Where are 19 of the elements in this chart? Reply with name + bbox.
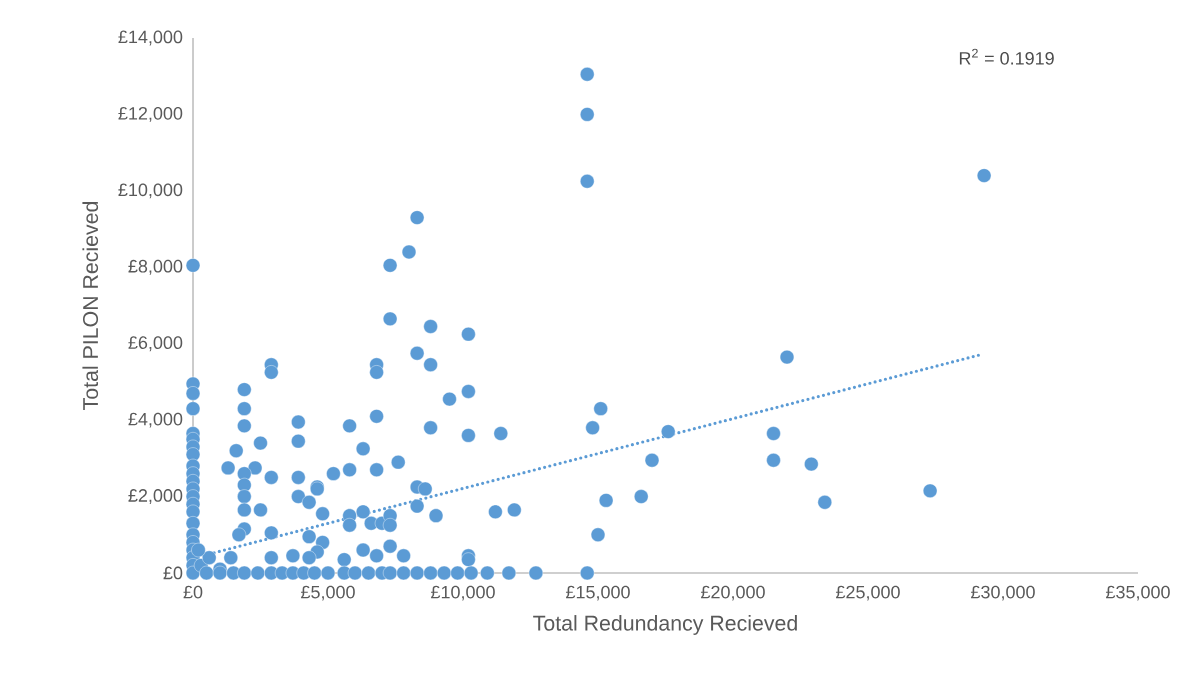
x-tick-label: £0	[183, 585, 203, 599]
y-tick-label: £0	[163, 566, 183, 580]
x-tick-label: £10,000	[430, 585, 495, 601]
annotation: R$^{2}$ = 0.1919	[959, 48, 1054, 65]
y-tick-label: £14,000	[118, 30, 183, 46]
y-tick-label: £4,000	[128, 412, 183, 428]
y-axis-title: Total PILON Recieved	[82, 201, 99, 410]
x-tick-label: £25,000	[835, 585, 900, 601]
x-tick-label: £20,000	[700, 585, 765, 601]
y-tick-label: £10,000	[118, 183, 183, 199]
y-tick-label: £8,000	[128, 259, 183, 275]
x-tick-label: £30,000	[970, 585, 1035, 601]
y-tick-label: £2,000	[128, 489, 183, 504]
y-tick-label: £6,000	[128, 336, 183, 352]
y-tick-label: £12,000	[118, 106, 183, 122]
x-tick-label: £15,000	[565, 585, 630, 601]
x-tick-label: £5,000	[300, 585, 355, 601]
x-axis-title: Total Redundancy Recieved	[533, 615, 797, 635]
x-tick-label: £35,000	[1105, 585, 1170, 601]
